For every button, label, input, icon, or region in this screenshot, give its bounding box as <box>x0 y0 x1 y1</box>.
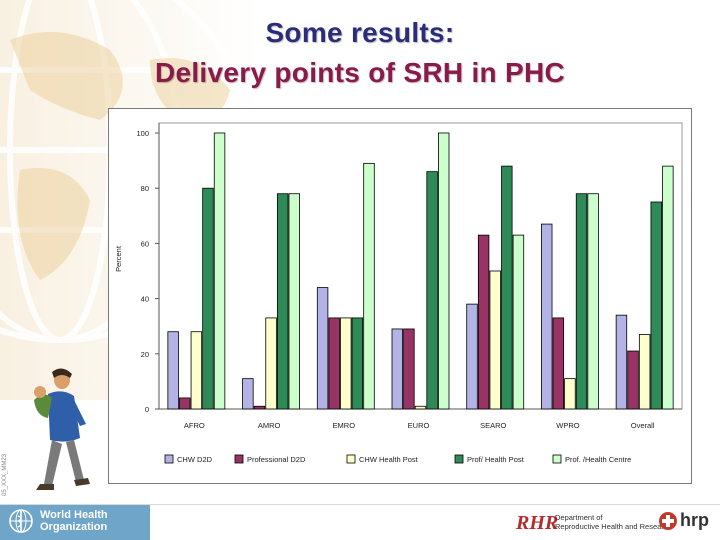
who-emblem-icon <box>9 509 33 533</box>
bar <box>426 171 438 410</box>
bar <box>403 328 415 410</box>
bar <box>575 193 588 410</box>
legend-swatch <box>552 454 562 464</box>
bar <box>564 378 576 410</box>
bar <box>328 317 340 410</box>
bar <box>179 397 191 410</box>
bar <box>167 331 179 410</box>
bar <box>501 165 513 410</box>
who-logo: World Health Organization <box>8 508 108 534</box>
rhr-dept-line1: Department of <box>555 513 603 522</box>
x-tick-label: Overall <box>631 421 655 430</box>
x-tick-label: WPRO <box>556 421 579 430</box>
bar <box>351 317 364 410</box>
rhr-dept-line2: Reproductive Health and Research <box>555 522 672 531</box>
bar <box>190 331 203 410</box>
who-logo-line2: Organization <box>40 521 108 533</box>
hrp-emblem-icon <box>659 511 677 530</box>
bar <box>242 378 254 410</box>
bar <box>316 287 329 410</box>
bar <box>253 405 266 410</box>
x-tick-label: EMRO <box>333 421 356 430</box>
y-tick-label: 60 <box>141 239 149 248</box>
health-worker-illustration <box>34 368 90 490</box>
legend-swatch <box>234 454 244 464</box>
bar <box>288 193 300 410</box>
legend-swatch <box>164 454 174 464</box>
bar <box>276 193 289 410</box>
legend-label: CHW D2D <box>177 455 213 464</box>
bar <box>202 187 214 410</box>
legend-swatch <box>454 454 464 464</box>
x-tick-label: AMRO <box>258 421 281 430</box>
legend-label: Prof. /Health Centre <box>565 455 631 464</box>
hrp-logo-text: hrp <box>680 510 709 530</box>
bar <box>363 162 375 410</box>
bar <box>615 314 628 410</box>
bar <box>477 234 490 410</box>
x-tick-label: EURO <box>408 421 430 430</box>
legend-label: CHW Health Post <box>359 455 419 464</box>
y-tick-label: 0 <box>145 405 149 414</box>
slide-title-line1: Some results: <box>265 17 455 48</box>
bar <box>340 317 352 410</box>
bar <box>466 303 478 410</box>
slide-code: 05_XXX_MM23 <box>2 453 8 496</box>
bar <box>265 317 277 410</box>
bar <box>414 405 427 410</box>
y-tick-label: 80 <box>141 184 149 193</box>
legend-swatch <box>346 454 356 464</box>
y-tick-label: 100 <box>136 129 149 138</box>
who-logo-line1: World Health <box>40 509 108 521</box>
y-tick-label: 20 <box>141 350 149 359</box>
bar <box>650 201 662 410</box>
bar <box>437 132 450 410</box>
bar <box>512 234 525 410</box>
y-tick-label: 40 <box>141 295 149 304</box>
bar <box>662 165 674 410</box>
legend-label: Professional D2D <box>247 455 306 464</box>
legend-label: Prof/ Health Post <box>467 455 525 464</box>
hrp-logo: hrp <box>658 510 709 531</box>
bar <box>489 270 501 410</box>
bar-chart: 0 20 40 60 80 100 Percent AFRO AMRO EMRO EURO SEARO… <box>114 122 683 464</box>
bar <box>587 193 599 410</box>
plot-area <box>158 122 683 410</box>
bar <box>541 223 553 410</box>
bar <box>627 350 639 410</box>
slide-title-line2: Delivery points of SRH in PHC <box>154 57 566 88</box>
chart-frame: 0 20 40 60 80 100 Percent AFRO AMRO EMRO EURO SEARO… <box>108 108 692 484</box>
bar <box>391 328 404 410</box>
footer-divider <box>0 504 720 505</box>
rhr-department-text: Department of Reproductive Health and Re… <box>555 513 672 531</box>
bar <box>638 334 651 410</box>
x-tick-label: SEARO <box>480 421 506 430</box>
rhr-logo-mark: RHR <box>516 512 559 534</box>
y-axis-label: Percent <box>114 245 123 272</box>
x-tick-label: AFRO <box>184 421 205 430</box>
bar <box>213 132 226 410</box>
bar <box>552 317 565 410</box>
